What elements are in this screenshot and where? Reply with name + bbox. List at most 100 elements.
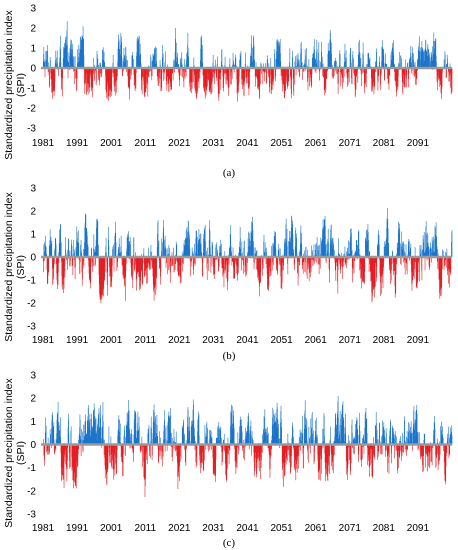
spi-bar xyxy=(267,68,269,74)
spi-bar xyxy=(261,444,263,453)
spi-bar xyxy=(335,257,337,281)
spi-bar xyxy=(291,444,292,456)
spi-bar xyxy=(311,68,313,75)
spi-bar xyxy=(151,68,153,77)
spi-bar xyxy=(409,257,410,261)
spi-bar xyxy=(92,257,94,267)
spi-bar xyxy=(363,444,365,454)
spi-bar xyxy=(95,257,96,265)
spi-bar xyxy=(402,68,404,87)
spi-bar xyxy=(90,257,92,268)
spi-bar xyxy=(312,53,314,68)
spi-bar xyxy=(176,244,178,257)
spi-bar xyxy=(352,438,354,445)
spi-bar xyxy=(184,433,185,445)
spi-bar xyxy=(380,444,381,454)
spi-bar xyxy=(244,439,246,445)
spi-bar xyxy=(305,246,307,257)
spi-bar xyxy=(446,64,447,68)
spi-bar xyxy=(309,68,310,87)
spi-bar xyxy=(171,68,172,90)
y-tick-label: -1 xyxy=(27,276,36,287)
spi-bar xyxy=(350,48,351,68)
spi-bar xyxy=(449,444,451,455)
spi-bar xyxy=(260,68,261,71)
spi-bar xyxy=(365,68,366,85)
spi-bar xyxy=(140,257,142,281)
spi-bar xyxy=(298,68,299,72)
x-tick-label: 2071 xyxy=(339,138,362,149)
spi-bar xyxy=(190,257,191,277)
spi-bar xyxy=(167,257,168,275)
spi-bar xyxy=(274,232,276,257)
spi-bar xyxy=(358,444,360,451)
spi-bar xyxy=(338,257,340,261)
spi-bar xyxy=(404,257,406,275)
spi-bar xyxy=(348,444,349,449)
spi-bar xyxy=(184,68,186,80)
spi-bar xyxy=(400,441,402,445)
spi-bar xyxy=(451,68,452,94)
spi-bar xyxy=(302,68,303,81)
spi-bar xyxy=(305,424,307,445)
spi-bar xyxy=(302,257,304,274)
spi-bar xyxy=(117,68,118,77)
spi-bar xyxy=(238,247,240,257)
spi-bar xyxy=(348,68,349,78)
spi-bar xyxy=(349,440,350,445)
spi-bar xyxy=(62,68,63,97)
spi-bar xyxy=(295,444,297,481)
spi-bar xyxy=(63,47,64,68)
spi-bar xyxy=(353,257,355,274)
spi-bar xyxy=(103,439,104,445)
spi-bar xyxy=(448,444,450,456)
spi-bar xyxy=(331,53,332,68)
spi-bar xyxy=(345,257,347,264)
spi-bar xyxy=(262,257,264,269)
spi-bar xyxy=(345,434,347,445)
spi-bar xyxy=(359,412,361,445)
spi-bar xyxy=(242,252,243,257)
spi-bar xyxy=(166,68,168,78)
spi-bar xyxy=(65,444,66,465)
spi-bar xyxy=(123,47,125,68)
spi-bar xyxy=(400,257,401,264)
spi-bar xyxy=(368,53,370,68)
spi-bar xyxy=(194,257,196,265)
spi-bar xyxy=(351,419,353,445)
spi-bar xyxy=(401,444,402,461)
spi-bar xyxy=(376,257,378,282)
spi-bar xyxy=(80,244,81,257)
spi-bar xyxy=(91,247,92,257)
spi-bar xyxy=(263,68,265,82)
spi-bar xyxy=(173,441,174,445)
spi-bar xyxy=(92,57,94,68)
spi-bar xyxy=(54,444,56,449)
spi-bar xyxy=(314,444,315,462)
spi-bar xyxy=(175,431,177,445)
spi-bar xyxy=(400,436,401,445)
spi-bar xyxy=(395,434,396,445)
x-tick-label: 2041 xyxy=(236,335,259,346)
chart-caption-a: (a) xyxy=(222,167,236,179)
spi-bar xyxy=(215,444,217,460)
spi-bar xyxy=(202,45,203,68)
spi-bar xyxy=(72,257,74,276)
bar-group xyxy=(43,207,453,304)
spi-bar xyxy=(86,68,88,74)
spi-bar xyxy=(115,444,116,458)
spi-bar xyxy=(256,250,258,257)
spi-bar xyxy=(128,410,130,445)
spi-bar xyxy=(235,64,237,68)
y-tick-label: -3 xyxy=(27,124,36,135)
spi-bar xyxy=(369,250,370,257)
spi-bar xyxy=(247,257,248,263)
spi-bar xyxy=(209,429,210,445)
spi-bar xyxy=(193,257,194,275)
spi-bar xyxy=(90,257,92,289)
x-tick-label: 2001 xyxy=(100,335,123,346)
spi-bar xyxy=(175,444,177,451)
spi-bar xyxy=(46,254,48,257)
spi-bar xyxy=(196,236,198,257)
spi-bar xyxy=(188,426,189,445)
